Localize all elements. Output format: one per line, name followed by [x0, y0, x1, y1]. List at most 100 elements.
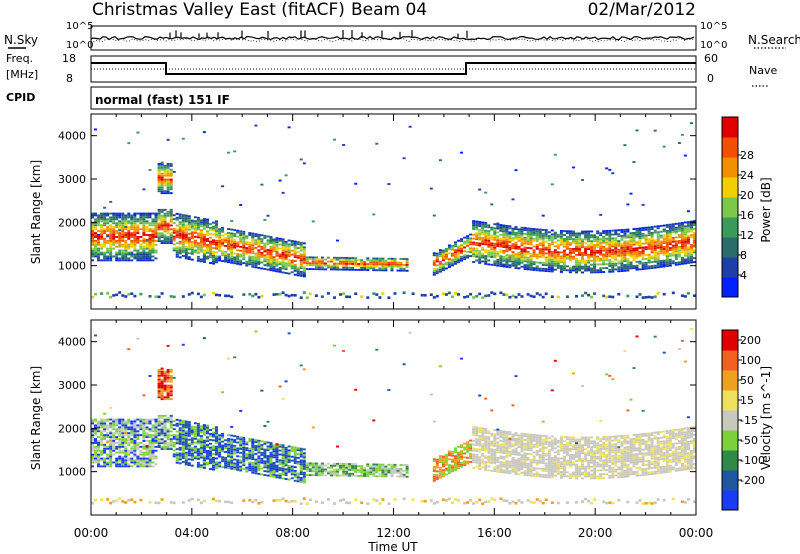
- heatmap-cell: [160, 440, 164, 443]
- heatmap-cell: [212, 252, 215, 255]
- heatmap-cell: [136, 438, 140, 440]
- heatmap-cell: [109, 430, 113, 433]
- freq-label-1: Freq.: [6, 52, 33, 65]
- heatmap-cell: [233, 244, 237, 247]
- heatmap-cell: [487, 249, 491, 252]
- heatmap-cell: [181, 431, 185, 434]
- heatmap-cell: [653, 241, 657, 244]
- heatmap-cell: [369, 261, 373, 264]
- heatmap-cell: [121, 442, 125, 444]
- heatmap-cell: [142, 230, 146, 232]
- heatmap-cell: [154, 251, 158, 254]
- heatmap-cell: [626, 236, 630, 239]
- heatmap-cell: [466, 250, 470, 253]
- heatmap-cell: [454, 498, 457, 501]
- heatmap-cell: [206, 218, 209, 221]
- heatmap-cell: [184, 420, 188, 423]
- heatmap-cell: [145, 457, 149, 460]
- heatmap-cell: [314, 264, 318, 267]
- heatmap-cell: [457, 455, 460, 458]
- heatmap-cell: [248, 249, 252, 252]
- heatmap-cell: [121, 212, 125, 215]
- heatmap-cell: [178, 429, 182, 432]
- heatmap-cell: [602, 257, 606, 260]
- heatmap-cell: [275, 243, 279, 245]
- heatmap-cell: [366, 465, 370, 468]
- heatmap-cell: [148, 443, 152, 446]
- heatmap-cell: [263, 242, 267, 245]
- heatmap-cell: [629, 234, 633, 237]
- heatmap-cell: [199, 466, 203, 469]
- heatmap-cell: [490, 458, 494, 460]
- heatmap-cell: [187, 223, 191, 225]
- heatmap-cell: [650, 249, 654, 252]
- heatmap-cell: [454, 243, 457, 246]
- heatmap-cell: [333, 344, 336, 347]
- heatmap-cell: [608, 263, 612, 265]
- heatmap-cell: [677, 142, 681, 144]
- heatmap-cell: [475, 247, 479, 250]
- heatmap-cell: [215, 241, 218, 244]
- heatmap-cell: [181, 445, 185, 448]
- heatmap-cell: [127, 443, 131, 446]
- heatmap-cell: [472, 453, 476, 456]
- heatmap-cell: [251, 261, 255, 264]
- heatmap-cell: [351, 257, 355, 259]
- heatmap-cell: [487, 446, 491, 448]
- heatmap-cell: [493, 233, 497, 235]
- heatmap-cell: [635, 227, 639, 230]
- heatmap-cell: [454, 463, 457, 465]
- heatmap-cell: [314, 266, 318, 269]
- heatmap-cell: [154, 457, 158, 460]
- heatmap-cell: [133, 247, 137, 250]
- heatmap-cell: [166, 369, 170, 371]
- heatmap-cell: [160, 228, 164, 231]
- heatmap-cell: [172, 376, 176, 379]
- heatmap-cell: [502, 228, 506, 231]
- heatmap-cell: [124, 226, 128, 228]
- heatmap-cell: [587, 230, 591, 233]
- heatmap-cell: [366, 259, 370, 262]
- heatmap-cell: [139, 459, 143, 462]
- heatmap-cell: [145, 241, 149, 244]
- heatmap-cell: [118, 222, 122, 225]
- heatmap-cell: [490, 228, 494, 231]
- heatmap-cell: [260, 246, 264, 248]
- heatmap-cell: [145, 420, 149, 423]
- heatmap-cell: [91, 241, 94, 244]
- heatmap-cell: [133, 228, 137, 231]
- heatmap-cell: [215, 259, 218, 262]
- heatmap-cell: [487, 240, 491, 242]
- heatmap-cell: [484, 231, 488, 234]
- heatmap-cell: [438, 470, 442, 473]
- heatmap-cell: [160, 434, 164, 437]
- heatmap-cell: [121, 237, 125, 240]
- heatmap-cell: [381, 265, 385, 268]
- heatmap-cell: [354, 259, 358, 261]
- heatmap-cell: [484, 443, 488, 446]
- heatmap-cell: [212, 464, 215, 467]
- heatmap-cell: [578, 252, 581, 254]
- heatmap-cell: [172, 453, 176, 456]
- heatmap-cell: [475, 234, 479, 237]
- heatmap-cell: [296, 270, 300, 273]
- heatmap-cell: [575, 232, 578, 235]
- heatmap-cell: [178, 213, 182, 216]
- heatmap-cell: [160, 218, 164, 221]
- heatmap-cell: [121, 422, 125, 425]
- heatmap-cell: [97, 218, 100, 221]
- heatmap-cell: [190, 252, 194, 255]
- heatmap-cell: [623, 248, 627, 251]
- heatmap-cell: [266, 251, 270, 253]
- heatmap-cell: [635, 235, 639, 238]
- heatmap-cell: [190, 441, 194, 444]
- heatmap-cell: [614, 239, 618, 242]
- heatmap-cell: [202, 245, 206, 248]
- heatmap-cell: [154, 418, 158, 421]
- heatmap-cell: [402, 363, 406, 366]
- heatmap-cell: [127, 426, 131, 429]
- heatmap-cell: [193, 231, 197, 234]
- heatmap-cell: [103, 216, 107, 219]
- heatmap-cell: [369, 267, 373, 270]
- heatmap-cell: [275, 476, 279, 479]
